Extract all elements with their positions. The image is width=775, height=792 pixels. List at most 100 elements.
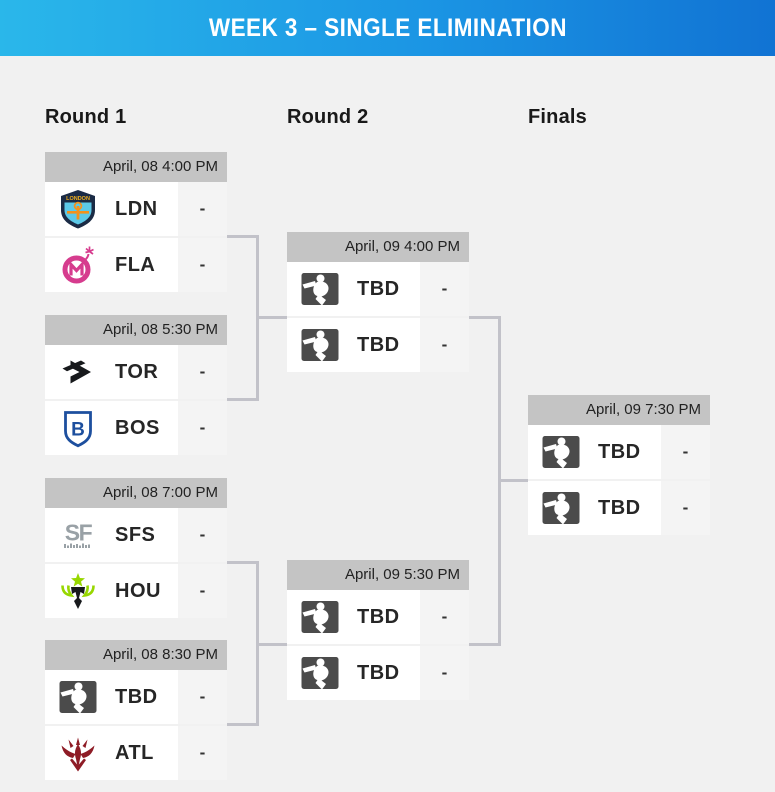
team-row[interactable]: TOR -: [45, 345, 227, 399]
match-finals: April, 09 7:30 PM TBD - TBD -: [528, 395, 710, 535]
team-score: -: [420, 646, 469, 700]
toronto-defiant-logo: [58, 351, 98, 393]
team-cell: TOR: [45, 345, 178, 399]
team-score: -: [661, 425, 710, 479]
overwatch-league-logo: [58, 676, 98, 718]
team-cell: BOS: [45, 401, 178, 455]
bracket-connector: [501, 479, 528, 482]
match-datetime: April, 09 5:30 PM: [287, 560, 469, 590]
london-spitfire-logo: [58, 188, 98, 230]
match-round1-4: April, 08 8:30 PM TBD - ATL -: [45, 640, 227, 780]
team-cell: TBD: [287, 318, 420, 372]
team-code: TBD: [598, 496, 641, 519]
team-cell: TBD: [45, 670, 178, 724]
match-round2-1: April, 09 4:00 PM TBD - TBD -: [287, 232, 469, 372]
week-banner: WEEK 3 – SINGLE ELIMINATION: [0, 0, 775, 56]
round-2-label: Round 2: [287, 106, 369, 128]
overwatch-league-logo: [300, 652, 340, 694]
overwatch-league-logo: [300, 596, 340, 638]
bracket-connector: [227, 235, 256, 238]
team-cell: LDN: [45, 182, 178, 236]
team-code: TBD: [357, 333, 400, 356]
bracket-connector: [227, 398, 256, 401]
match-datetime: April, 09 4:00 PM: [287, 232, 469, 262]
team-score: -: [178, 182, 227, 236]
team-score: -: [178, 238, 227, 292]
team-code: TBD: [357, 661, 400, 684]
team-code: TBD: [357, 277, 400, 300]
bracket-connector: [256, 235, 259, 401]
team-cell: TBD: [287, 262, 420, 316]
team-code: TBD: [115, 685, 158, 708]
team-code: BOS: [115, 416, 160, 439]
team-row[interactable]: SFS -: [45, 508, 227, 562]
round-1-label: Round 1: [45, 106, 127, 128]
match-round1-1: April, 08 4:00 PM LDN - FLA -: [45, 152, 227, 292]
team-code: TBD: [598, 440, 641, 463]
team-score: -: [420, 590, 469, 644]
houston-outlaws-logo: [58, 570, 98, 612]
team-code: SFS: [115, 523, 156, 546]
bracket-connector: [498, 316, 501, 646]
team-row[interactable]: LDN -: [45, 182, 227, 236]
florida-mayhem-logo: [58, 244, 98, 286]
team-row[interactable]: TBD -: [287, 590, 469, 644]
team-row[interactable]: TBD -: [287, 646, 469, 700]
team-cell: TBD: [528, 425, 661, 479]
match-datetime: April, 08 8:30 PM: [45, 640, 227, 670]
bracket-connector: [469, 316, 498, 319]
team-row[interactable]: ATL -: [45, 726, 227, 780]
team-row[interactable]: HOU -: [45, 564, 227, 618]
team-cell: SFS: [45, 508, 178, 562]
team-score: -: [178, 345, 227, 399]
bracket-connector: [227, 723, 256, 726]
bracket-connector: [469, 643, 498, 646]
bracket-connector: [259, 643, 287, 646]
team-row[interactable]: TBD -: [45, 670, 227, 724]
team-code: FLA: [115, 253, 156, 276]
boston-uprising-logo: [58, 407, 98, 449]
match-datetime: April, 08 4:00 PM: [45, 152, 227, 182]
team-cell: TBD: [287, 590, 420, 644]
overwatch-league-logo: [300, 324, 340, 366]
overwatch-league-logo: [300, 268, 340, 310]
team-score: -: [661, 481, 710, 535]
team-score: -: [420, 262, 469, 316]
team-row[interactable]: TBD -: [528, 425, 710, 479]
match-round1-2: April, 08 5:30 PM TOR - BOS -: [45, 315, 227, 455]
team-cell: TBD: [528, 481, 661, 535]
team-score: -: [420, 318, 469, 372]
banner-title: WEEK 3 – SINGLE ELIMINATION: [208, 13, 567, 42]
bracket-connector: [256, 561, 259, 726]
team-row[interactable]: TBD -: [528, 481, 710, 535]
team-cell: FLA: [45, 238, 178, 292]
san-francisco-shock-logo: [58, 514, 98, 556]
team-score: -: [178, 670, 227, 724]
team-score: -: [178, 508, 227, 562]
match-datetime: April, 09 7:30 PM: [528, 395, 710, 425]
team-code: ATL: [115, 741, 154, 764]
team-score: -: [178, 564, 227, 618]
bracket-connector: [259, 316, 287, 319]
team-row[interactable]: TBD -: [287, 318, 469, 372]
team-cell: HOU: [45, 564, 178, 618]
team-cell: TBD: [287, 646, 420, 700]
match-datetime: April, 08 7:00 PM: [45, 478, 227, 508]
match-datetime: April, 08 5:30 PM: [45, 315, 227, 345]
match-round1-3: April, 08 7:00 PM SFS - HOU -: [45, 478, 227, 618]
team-code: HOU: [115, 579, 161, 602]
match-round2-2: April, 09 5:30 PM TBD - TBD -: [287, 560, 469, 700]
team-row[interactable]: BOS -: [45, 401, 227, 455]
team-row[interactable]: TBD -: [287, 262, 469, 316]
team-code: TBD: [357, 605, 400, 628]
team-cell: ATL: [45, 726, 178, 780]
team-score: -: [178, 401, 227, 455]
team-code: TOR: [115, 360, 159, 383]
team-score: -: [178, 726, 227, 780]
team-row[interactable]: FLA -: [45, 238, 227, 292]
team-code: LDN: [115, 197, 158, 220]
atlanta-reign-logo: [58, 732, 98, 774]
bracket-connector: [227, 561, 256, 564]
finals-label: Finals: [528, 106, 587, 128]
overwatch-league-logo: [541, 487, 581, 529]
